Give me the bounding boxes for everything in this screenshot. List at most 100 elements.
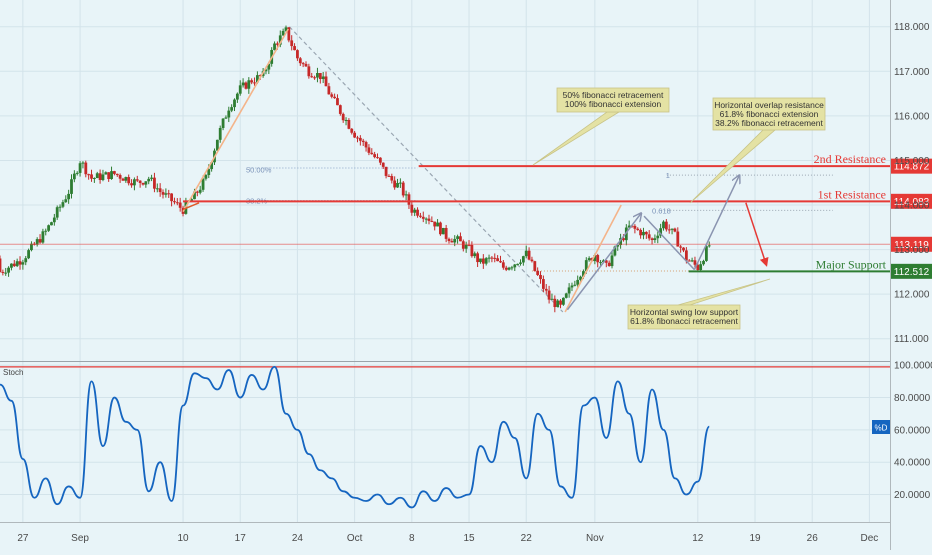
candle-body <box>138 180 142 183</box>
candle-body <box>241 82 245 86</box>
candle-body <box>699 264 703 271</box>
candle-body <box>410 204 414 213</box>
candle-body <box>536 270 540 275</box>
candle-body <box>616 245 620 247</box>
candle-body <box>18 261 22 265</box>
candle-body <box>479 258 482 263</box>
candle-body <box>396 182 399 188</box>
candle-body <box>450 241 454 243</box>
candle-body <box>513 264 517 268</box>
candle-body <box>561 297 565 305</box>
stoch-tick-label: 100.0000 <box>894 361 932 372</box>
callout-text: 61.8% fibonacci retracement <box>630 316 738 326</box>
candle-body <box>98 173 102 180</box>
time-tick-label: 19 <box>749 533 761 544</box>
candle-body <box>401 182 405 196</box>
price-level-badge-label: 112.512 <box>894 267 930 278</box>
candle-body <box>273 43 276 50</box>
candle-body <box>501 262 505 268</box>
candle-body <box>533 261 537 271</box>
candle-body <box>682 247 685 251</box>
candle-body <box>167 193 171 195</box>
candle-body <box>341 113 345 121</box>
candle-body <box>201 178 205 190</box>
candle-body <box>30 243 33 251</box>
main-grid <box>0 0 890 361</box>
time-tick-label: Oct <box>347 533 363 544</box>
candle-body <box>381 162 385 167</box>
candle-body <box>527 250 531 260</box>
candle-body <box>656 235 660 239</box>
candle-body <box>310 76 314 78</box>
candle-body <box>112 171 116 174</box>
candle-body <box>596 255 600 263</box>
candle-body <box>547 290 551 300</box>
candle-body <box>38 239 42 243</box>
candle-body <box>490 257 494 259</box>
candle-body <box>467 244 471 246</box>
candle-body <box>253 82 256 84</box>
candle-body <box>424 218 428 220</box>
candle-body <box>344 120 348 122</box>
candle-body <box>173 201 176 203</box>
candle-body <box>67 193 71 200</box>
candle-body <box>564 293 568 298</box>
orange-marker <box>182 202 200 211</box>
candle-body <box>570 285 574 288</box>
callout-text: 50% fibonacci retracement <box>563 90 664 100</box>
candle-body <box>298 58 302 64</box>
candle-body <box>27 250 30 259</box>
stoch-grid <box>0 362 890 522</box>
candle-body <box>52 217 56 223</box>
price-level-badge <box>891 193 932 209</box>
candle-body <box>218 127 222 140</box>
price-level-badge <box>891 236 932 252</box>
candle-body <box>304 63 308 67</box>
candle-body <box>456 236 459 239</box>
candle-body <box>439 222 442 235</box>
candle-body <box>21 262 25 265</box>
candle-body <box>44 230 48 232</box>
candle-body <box>153 177 156 189</box>
price-tick-label: 113.000 <box>894 245 930 256</box>
candle-body <box>290 40 294 47</box>
projection-arrows <box>182 28 769 313</box>
candle-body <box>387 175 391 177</box>
stoch-tick-label: 60.0000 <box>894 425 931 436</box>
candle-body <box>130 183 133 186</box>
candle-body <box>507 267 511 270</box>
candle-body <box>636 228 640 230</box>
candle-body <box>147 178 151 182</box>
candle-body <box>318 72 322 80</box>
gray-projection-arrow <box>566 214 640 311</box>
candle-body <box>550 298 554 300</box>
candle-body <box>541 279 545 289</box>
candle-body <box>619 238 622 246</box>
candle-body <box>301 63 305 65</box>
price-tick-label: 112.000 <box>894 290 930 301</box>
candle-body <box>170 193 173 202</box>
candle-body <box>230 107 234 111</box>
fib-level-label: 0.618 <box>652 206 671 215</box>
candle-body <box>207 169 211 176</box>
candle-body <box>324 76 328 87</box>
price-tick-label: 116.000 <box>894 111 930 122</box>
candle-body <box>684 250 688 261</box>
candle-body <box>124 177 128 181</box>
candle-body <box>278 35 282 45</box>
time-tick-label: 22 <box>521 533 533 544</box>
price-level-name: Major Support <box>816 257 887 271</box>
candle-body <box>390 176 394 181</box>
price-tick-label: 118.000 <box>894 22 930 33</box>
candle-body <box>4 272 8 274</box>
gray-projection-line <box>643 215 695 271</box>
candle-body <box>470 244 474 257</box>
time-tick-label: 15 <box>463 533 475 544</box>
candle-body <box>707 245 711 247</box>
candle-body <box>670 228 674 230</box>
candle-body <box>519 262 522 264</box>
callout-text: Horizontal swing low support <box>630 307 739 317</box>
stoch-tick-label: 40.0000 <box>894 458 931 469</box>
candle-body <box>642 231 645 236</box>
